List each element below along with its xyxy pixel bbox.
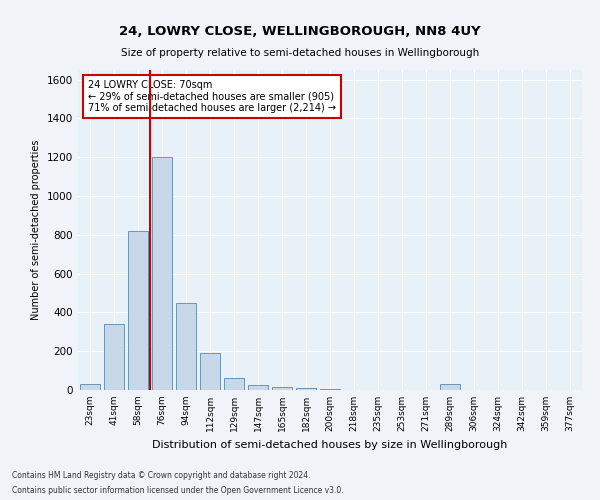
Text: Size of property relative to semi-detached houses in Wellingborough: Size of property relative to semi-detach… [121, 48, 479, 58]
Bar [320, 389, 340, 390]
Bar [152, 158, 172, 390]
X-axis label: Distribution of semi-detached houses by size in Wellingborough: Distribution of semi-detached houses by … [152, 440, 508, 450]
Bar [248, 385, 268, 390]
Text: Contains public sector information licensed under the Open Government Licence v3: Contains public sector information licen… [12, 486, 344, 495]
Text: 24, LOWRY CLOSE, WELLINGBOROUGH, NN8 4UY: 24, LOWRY CLOSE, WELLINGBOROUGH, NN8 4UY [119, 25, 481, 38]
Bar [296, 388, 316, 390]
Text: Contains HM Land Registry data © Crown copyright and database right 2024.: Contains HM Land Registry data © Crown c… [12, 471, 311, 480]
Bar [440, 384, 460, 390]
Bar [104, 324, 124, 390]
Bar [224, 378, 244, 390]
Bar [80, 384, 100, 390]
Bar [272, 387, 292, 390]
Bar [200, 353, 220, 390]
Text: 24 LOWRY CLOSE: 70sqm
← 29% of semi-detached houses are smaller (905)
71% of sem: 24 LOWRY CLOSE: 70sqm ← 29% of semi-deta… [88, 80, 336, 113]
Bar [176, 302, 196, 390]
Bar [128, 231, 148, 390]
Y-axis label: Number of semi-detached properties: Number of semi-detached properties [31, 140, 41, 320]
